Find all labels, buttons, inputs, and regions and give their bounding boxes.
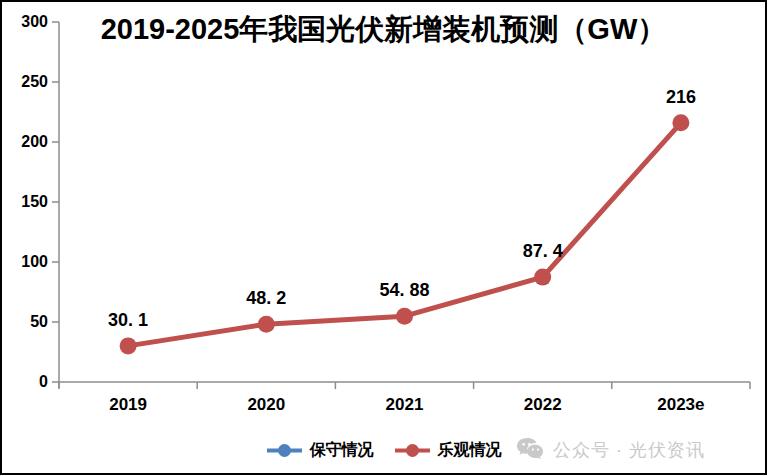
data-label: 48. 2: [246, 288, 286, 308]
data-point: [534, 269, 551, 286]
y-tick-label: 300: [21, 13, 48, 30]
y-tick-label: 50: [30, 313, 48, 330]
data-point: [258, 316, 275, 333]
y-tick-label: 150: [21, 193, 48, 210]
data-label: 87. 4: [523, 241, 563, 261]
y-tick-label: 0: [39, 373, 48, 390]
watermark-text: 公众号 · 光伏资讯: [553, 438, 705, 462]
x-axis-label: 2021: [386, 395, 424, 414]
x-axis-label: 2022: [524, 395, 562, 414]
x-axis-label: 2020: [247, 395, 285, 414]
data-label: 216: [666, 87, 696, 107]
line-chart: 2019-2025年我国光伏新增装机预测（GW） 050100150200250…: [0, 0, 767, 475]
data-point: [672, 114, 689, 131]
data-label: 54. 88: [379, 280, 429, 300]
y-tick-label: 100: [21, 253, 48, 270]
x-axis-label: 2023e: [657, 395, 704, 414]
wechat-icon: [516, 437, 545, 462]
data-point: [396, 308, 413, 325]
watermark: 公众号 · 光伏资讯: [516, 437, 705, 462]
y-tick-label: 200: [21, 133, 48, 150]
y-tick-label: 250: [21, 73, 48, 90]
data-label: 30. 1: [108, 310, 148, 330]
data-point: [120, 337, 137, 354]
x-axis-label: 2019: [109, 395, 147, 414]
plot-area: 0 50 100 150 200 250 300 2019 2020 2021 2022 2023e 3…: [2, 2, 767, 475]
